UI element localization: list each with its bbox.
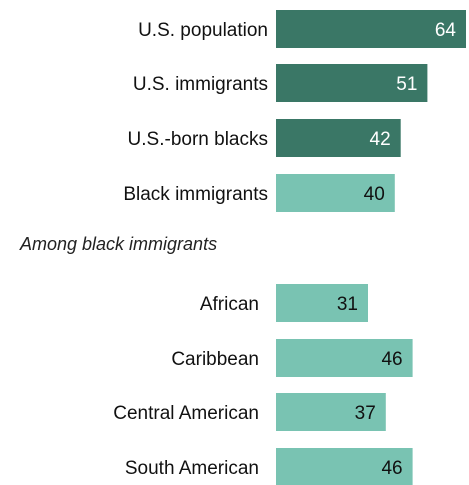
bar-south-american — [276, 448, 413, 485]
value-label-black-immigrants: 40 — [364, 184, 385, 205]
value-label-central-american: 37 — [355, 403, 376, 424]
category-label-african: African — [200, 294, 259, 315]
value-label-u-s-immigrants: 51 — [396, 74, 417, 95]
bar-u-s-immigrants — [276, 64, 428, 102]
bar-african — [276, 284, 368, 322]
category-label-south-american: South American — [125, 458, 259, 479]
value-label-african: 31 — [337, 294, 358, 315]
category-label-caribbean: Caribbean — [171, 349, 259, 370]
category-label-u-s-population: U.S. population — [138, 20, 268, 41]
bar-central-american — [276, 393, 386, 431]
bar-u-s-born-blacks — [276, 119, 401, 157]
bar-u-s-population — [276, 10, 466, 48]
category-label-central-american: Central American — [113, 403, 259, 424]
value-label-u-s-population: 64 — [435, 20, 457, 41]
value-label-u-s-born-blacks: 42 — [370, 129, 391, 150]
bars-layer: U.S. population 64 U.S. immigrants 51 U.S.-b… — [113, 10, 466, 485]
value-label-caribbean: 46 — [381, 349, 402, 370]
value-label-south-american: 46 — [381, 458, 402, 479]
bar-caribbean — [276, 339, 413, 377]
category-label-black-immigrants: Black immigrants — [123, 184, 268, 205]
category-label-u-s-born-blacks: U.S.-born blacks — [128, 129, 268, 150]
category-label-u-s-immigrants: U.S. immigrants — [133, 74, 268, 95]
group-label-black-immigrants: Among black immigrants — [19, 234, 217, 254]
bar-black-immigrants — [276, 174, 395, 212]
